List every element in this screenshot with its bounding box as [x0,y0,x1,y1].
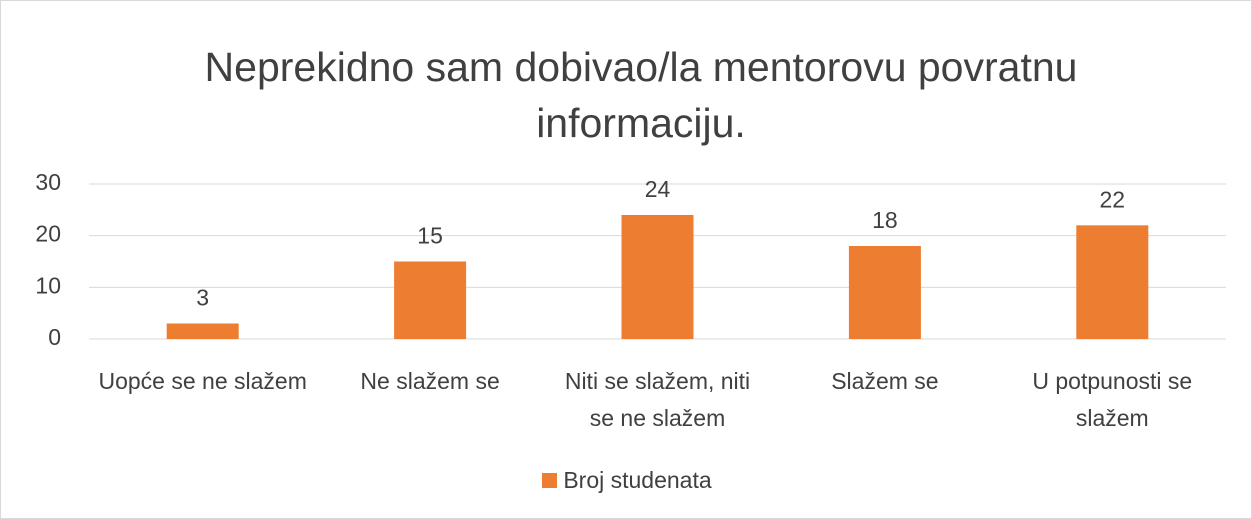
legend-swatch [542,473,558,488]
y-tick-label: 0 [48,324,61,350]
x-tick-label: Uopće se ne slažem [98,368,307,394]
data-label: 24 [645,176,671,202]
x-tick-label: Slažem se [831,368,939,394]
data-label: 22 [1100,186,1126,212]
legend: Broj studenata [1,467,1251,494]
bar [1076,225,1149,339]
bar [394,261,467,339]
bar [848,246,921,339]
legend-label: Broj studenata [563,467,712,493]
y-tick-label: 30 [35,169,61,195]
x-tick-label: Ne slažem se [360,368,500,394]
y-tick-label: 20 [35,221,61,247]
bar [621,215,694,339]
x-tick-label: U potpunosti se slažem [1032,368,1193,431]
y-tick-label: 10 [35,272,61,298]
data-label: 3 [196,285,209,311]
x-tick-label: Niti se slažem, niti se ne slažem [564,368,751,431]
data-label: 18 [872,207,898,233]
chart-title: Neprekidno sam dobivao/la mentorovu povr… [204,44,1078,146]
data-label: 15 [417,223,443,249]
bar [166,323,239,339]
